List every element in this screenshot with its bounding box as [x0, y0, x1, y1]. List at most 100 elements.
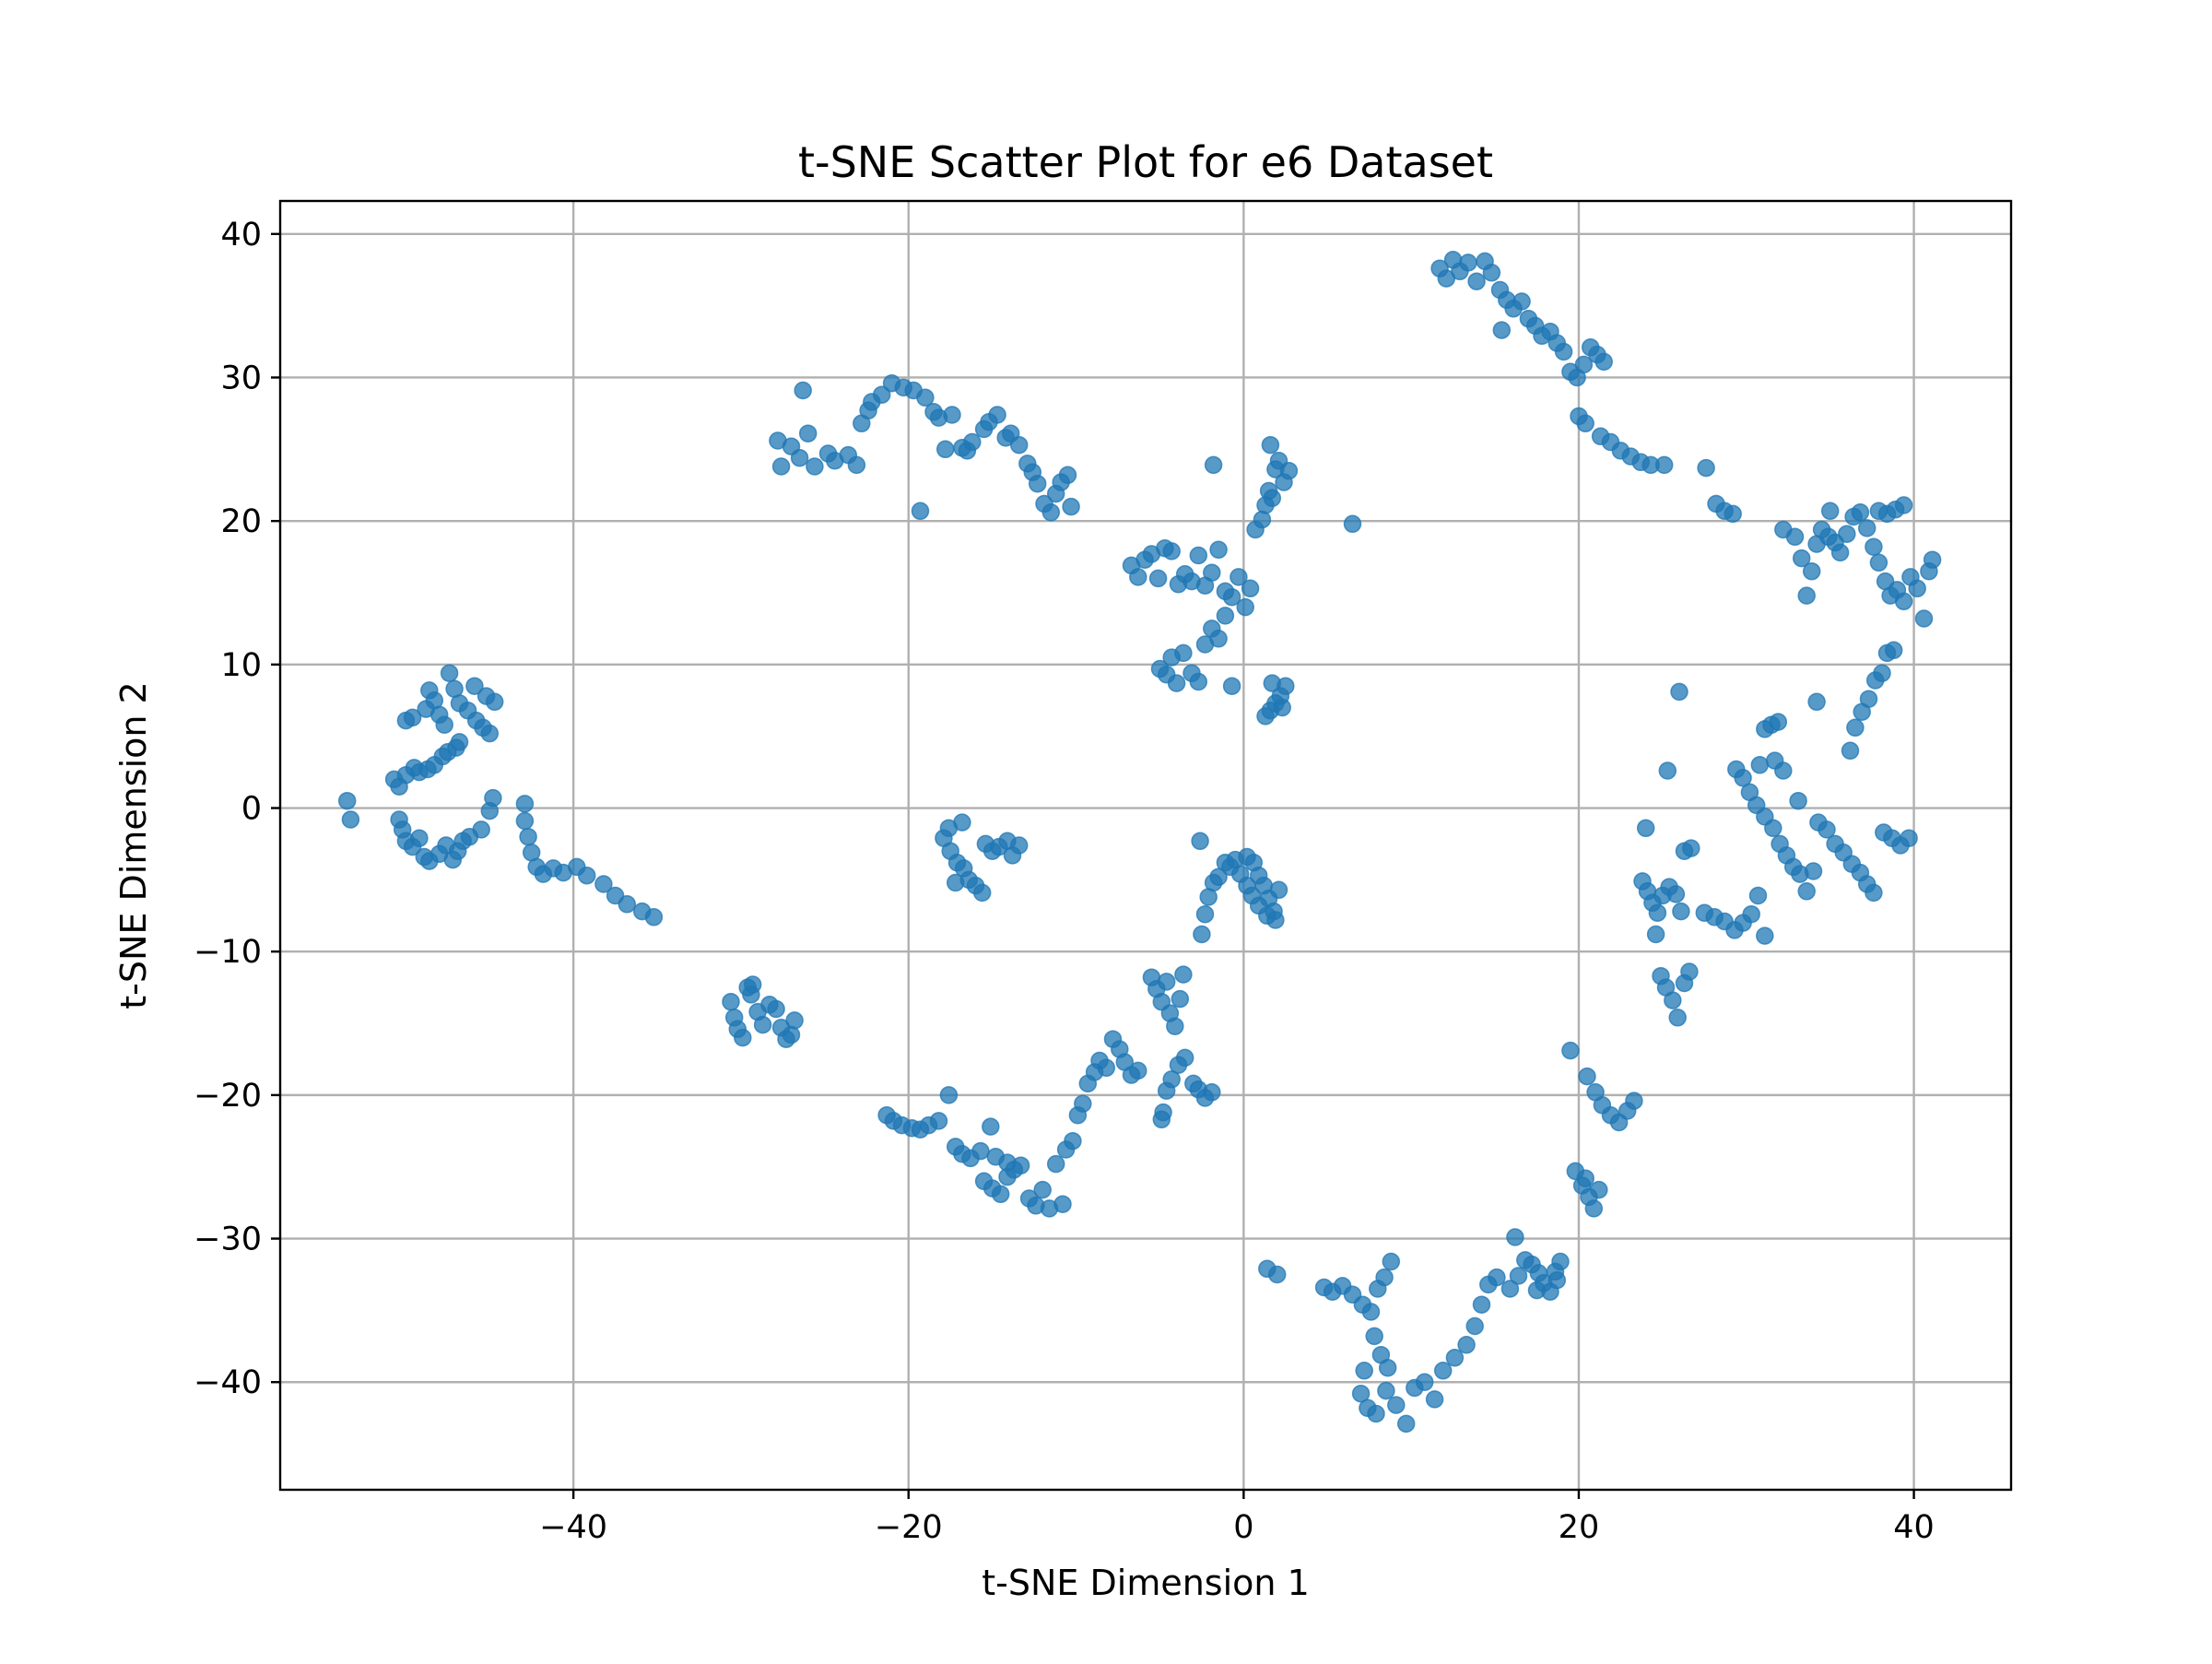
data-point: [1167, 674, 1186, 692]
data-point: [785, 1011, 804, 1030]
data-point: [982, 1117, 1000, 1136]
data-point: [1046, 1154, 1065, 1174]
data-point: [594, 875, 613, 893]
data-point: [1171, 989, 1190, 1009]
data-point: [519, 827, 537, 846]
x-tick-label: −20: [875, 1509, 943, 1546]
data-point: [1869, 553, 1888, 572]
data-point: [872, 385, 891, 404]
data-point: [485, 692, 504, 712]
y-tick-label: 40: [220, 217, 262, 254]
data-point: [1343, 514, 1362, 534]
data-point: [1375, 1268, 1394, 1287]
data-point: [1865, 537, 1883, 556]
x-tick-label: −40: [539, 1509, 607, 1546]
data-point: [734, 1028, 752, 1047]
data-point: [1551, 1252, 1570, 1271]
data-point: [1748, 886, 1768, 905]
y-tick-label: −20: [194, 1078, 262, 1115]
data-point: [1378, 1358, 1397, 1377]
data-point: [1157, 973, 1176, 991]
data-point: [1561, 1041, 1580, 1060]
data-point: [1064, 1131, 1082, 1151]
y-tick-label: 20: [220, 503, 262, 540]
data-point: [1236, 597, 1254, 617]
data-point: [1148, 569, 1168, 588]
data-point: [435, 715, 453, 734]
data-point: [1838, 525, 1856, 543]
data-point: [1011, 1156, 1030, 1174]
data-point: [1174, 643, 1193, 663]
data-point: [440, 664, 459, 682]
data-point: [1209, 867, 1228, 886]
data-point: [1028, 474, 1047, 493]
data-point: [991, 1185, 1010, 1204]
data-point: [1672, 902, 1690, 921]
data-point: [1062, 497, 1080, 516]
data-point: [1492, 321, 1512, 339]
data-point: [1648, 903, 1667, 922]
data-point: [916, 388, 935, 407]
scatter-points: [337, 251, 1942, 1434]
data-point: [1129, 1061, 1147, 1080]
data-point: [1209, 540, 1228, 560]
data-point: [1578, 1067, 1596, 1086]
data-point: [1851, 503, 1870, 522]
data-point: [953, 813, 971, 832]
data-point: [1658, 761, 1677, 780]
data-point: [1279, 461, 1299, 480]
data-point: [1269, 880, 1288, 900]
data-point: [1797, 882, 1816, 901]
data-point: [1467, 272, 1486, 290]
data-point: [1894, 592, 1913, 611]
data-point: [1590, 1180, 1608, 1199]
data-point: [929, 1112, 948, 1130]
data-point: [753, 1015, 772, 1034]
data-point: [1203, 563, 1221, 582]
data-point: [1241, 579, 1260, 598]
data-point: [771, 457, 791, 476]
data-point: [1547, 1270, 1567, 1290]
data-point: [1263, 489, 1282, 508]
data-point: [1377, 1381, 1395, 1400]
data-point: [1457, 1336, 1476, 1354]
data-point: [450, 733, 469, 751]
data-point: [1365, 1327, 1383, 1346]
data-point: [403, 708, 422, 727]
data-point: [1097, 1058, 1116, 1078]
y-tick-label: 0: [241, 791, 262, 828]
data-point: [1273, 698, 1291, 717]
data-point: [988, 406, 1006, 424]
data-point: [1209, 630, 1228, 648]
data-point: [1664, 991, 1682, 1009]
data-point: [1734, 769, 1752, 787]
y-axis-label: t-SNE Dimension 2: [113, 681, 154, 1009]
data-point: [1865, 883, 1883, 903]
data-point: [911, 502, 930, 521]
data-point: [1804, 862, 1823, 880]
data-point: [1169, 1056, 1188, 1074]
data-point: [1785, 527, 1805, 547]
data-point: [1361, 1303, 1381, 1321]
data-point: [1445, 1349, 1465, 1367]
x-tick-label: 40: [1893, 1509, 1935, 1546]
data-point: [1396, 1414, 1416, 1434]
data-point: [1230, 568, 1248, 586]
x-tick-label: 20: [1559, 1509, 1600, 1546]
data-point: [798, 424, 818, 443]
data-point: [1387, 1396, 1406, 1414]
data-point: [1351, 1384, 1371, 1403]
data-point: [1053, 1195, 1072, 1213]
data-point: [472, 820, 490, 839]
data-point: [1415, 1373, 1434, 1391]
data-point: [1527, 1280, 1547, 1300]
data-point: [1472, 1295, 1491, 1314]
data-point: [1263, 674, 1282, 692]
data-point: [1873, 664, 1891, 682]
data-point: [1193, 925, 1211, 944]
data-point: [1802, 561, 1821, 581]
data-point: [1884, 641, 1903, 660]
data-point: [1820, 502, 1840, 521]
data-point: [1506, 1228, 1524, 1246]
